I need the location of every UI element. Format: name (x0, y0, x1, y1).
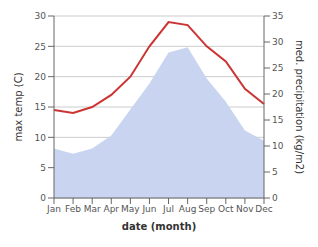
svg-text:30: 30 (272, 37, 284, 47)
svg-text:May: May (121, 204, 140, 214)
svg-text:30: 30 (35, 11, 47, 21)
svg-text:10: 10 (35, 133, 47, 143)
svg-text:15: 15 (35, 102, 46, 112)
svg-text:5: 5 (40, 163, 46, 173)
svg-text:date (month): date (month) (122, 221, 196, 232)
svg-text:Jul: Jul (162, 204, 174, 214)
svg-text:Nov: Nov (236, 204, 254, 214)
svg-text:20: 20 (272, 89, 284, 99)
svg-text:Apr: Apr (103, 204, 119, 214)
svg-text:10: 10 (272, 141, 284, 151)
svg-text:Jan: Jan (46, 204, 61, 214)
svg-text:0: 0 (272, 193, 278, 203)
svg-text:0: 0 (40, 193, 46, 203)
svg-text:max temp (C): max temp (C) (13, 72, 24, 141)
svg-text:5: 5 (272, 167, 278, 177)
svg-text:med. precipitation (kg/m2): med. precipitation (kg/m2) (294, 40, 305, 174)
svg-text:25: 25 (35, 42, 46, 52)
svg-text:Sep: Sep (198, 204, 215, 214)
svg-text:Aug: Aug (179, 204, 197, 214)
svg-text:25: 25 (272, 63, 283, 73)
svg-text:15: 15 (272, 115, 283, 125)
svg-text:20: 20 (35, 72, 47, 82)
svg-text:Feb: Feb (65, 204, 81, 214)
svg-text:Oct: Oct (218, 204, 234, 214)
svg-text:35: 35 (272, 11, 283, 21)
svg-text:Dec: Dec (255, 204, 272, 214)
svg-text:Jun: Jun (141, 204, 156, 214)
svg-text:Mar: Mar (84, 204, 101, 214)
